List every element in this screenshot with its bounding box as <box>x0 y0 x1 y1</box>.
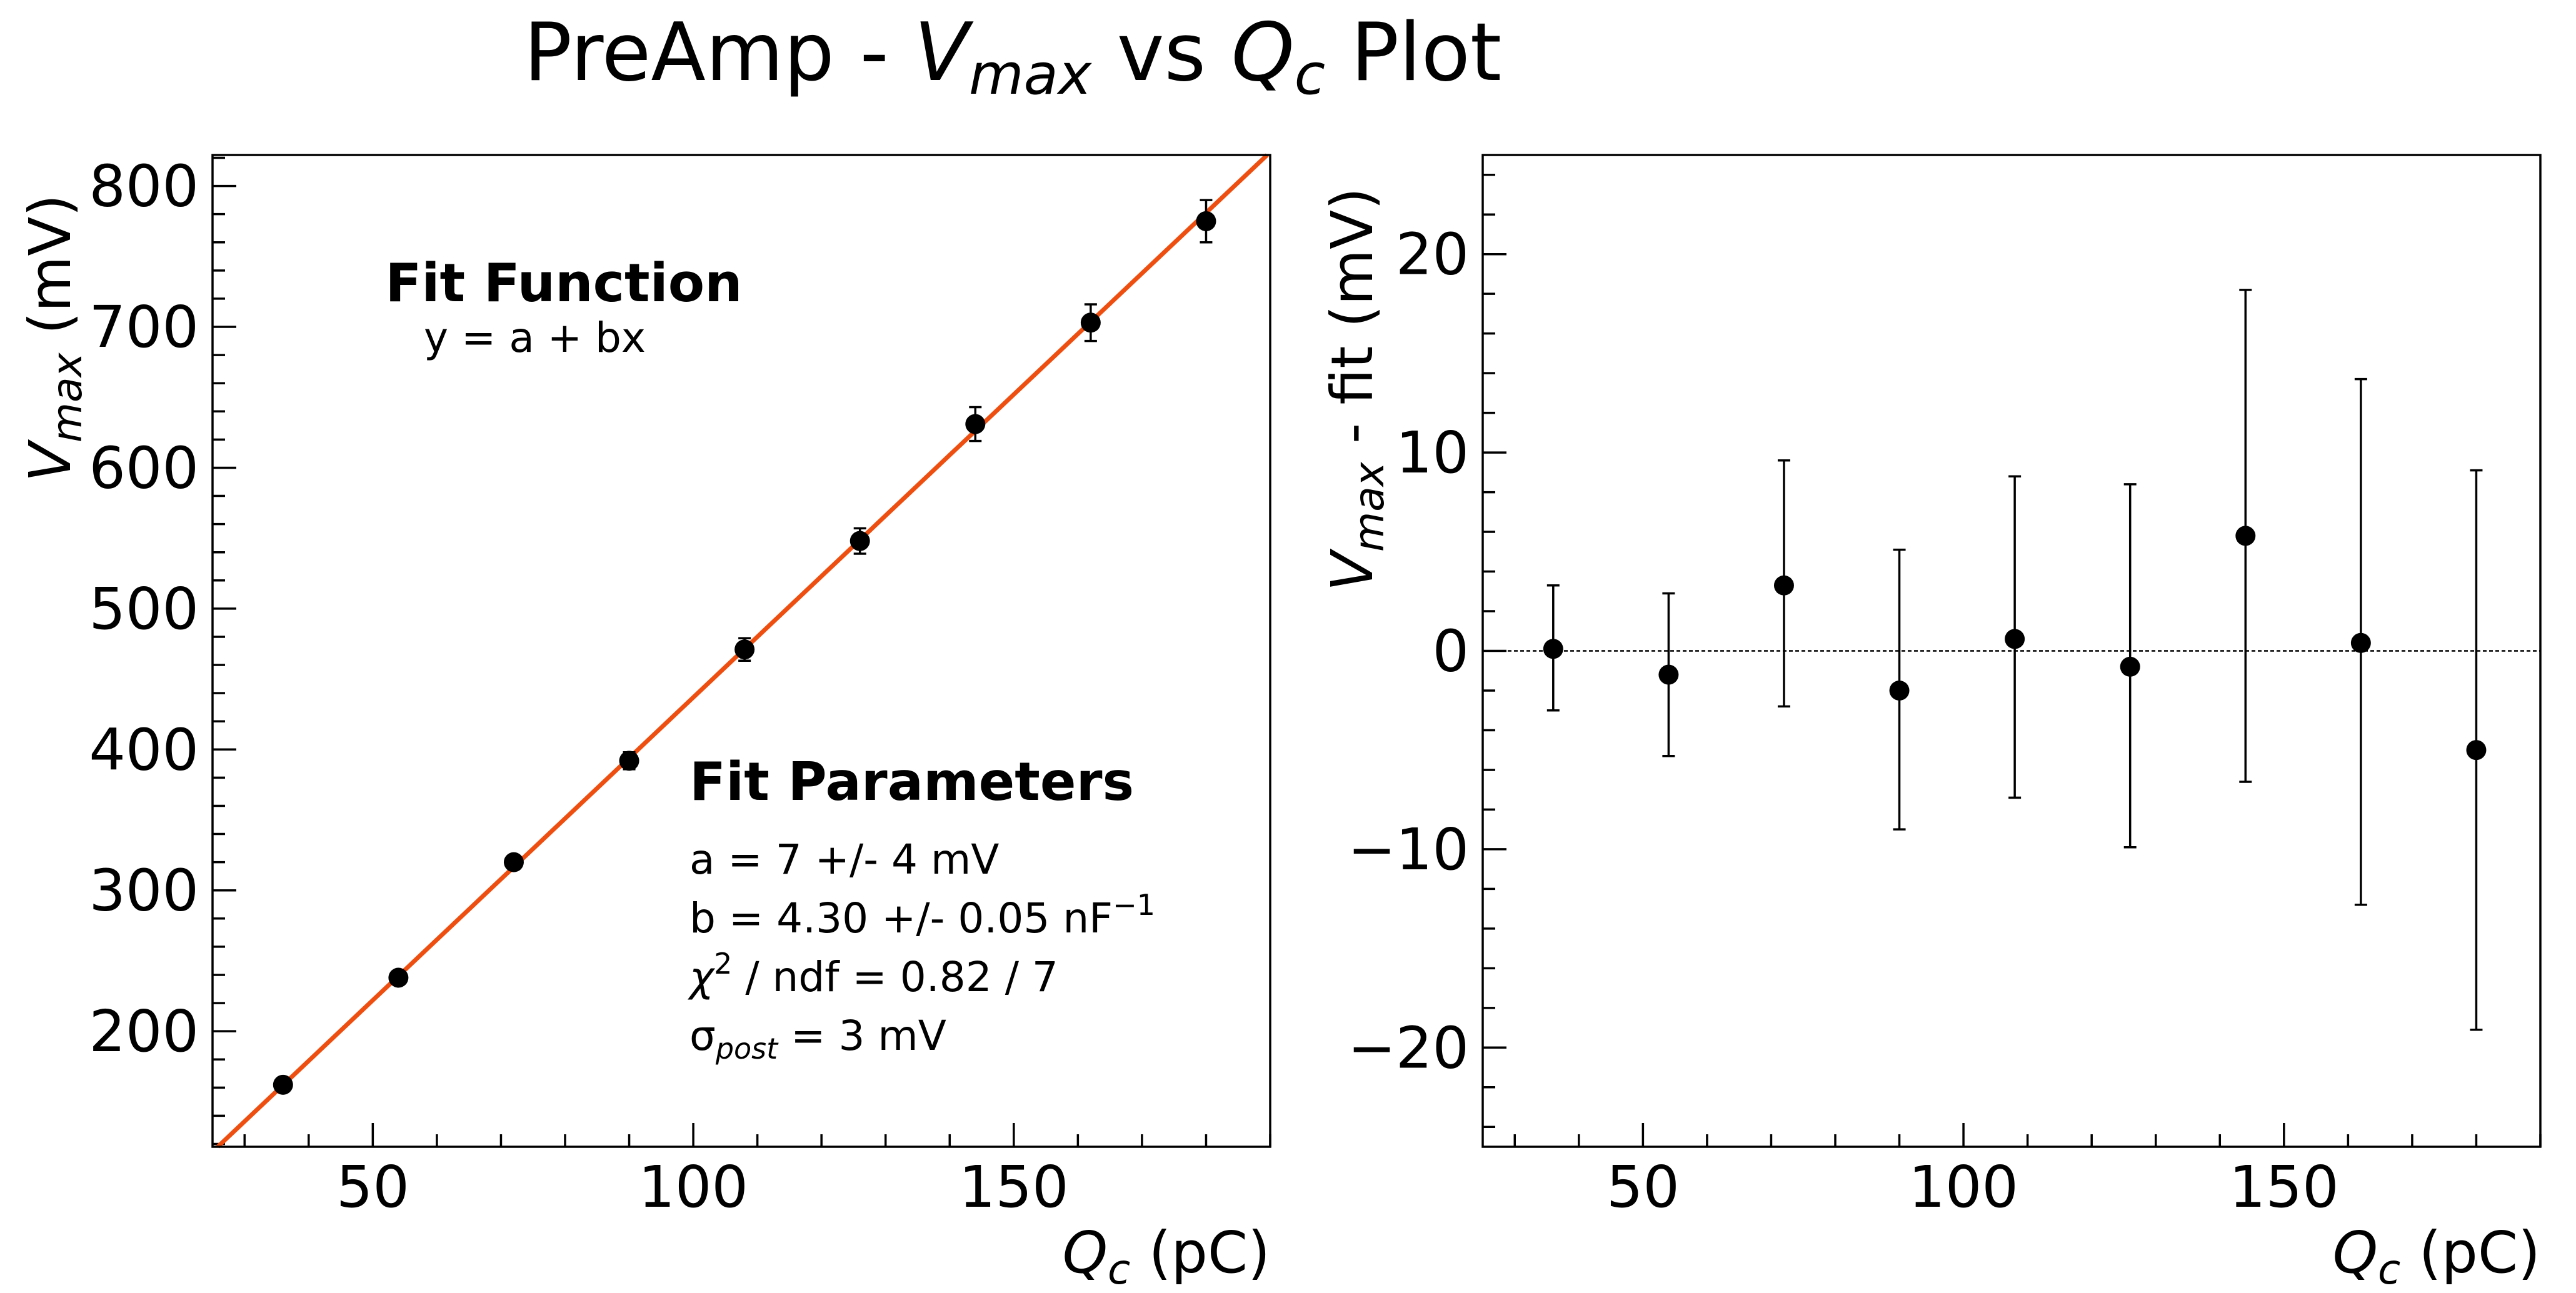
fit-data-point <box>734 637 755 662</box>
right-x-tick-label: 50 <box>1606 1154 1680 1221</box>
right-tick-labels: 50 100 150 −20 −10 0 10 20 <box>1348 221 2339 1221</box>
fit-function-title: Fit Function <box>385 252 742 314</box>
data-marker <box>1543 639 1563 659</box>
left-tick-labels: 50 100 150 200 300 400 500 600 700 800 <box>89 153 1068 1221</box>
left-y-tick-label: 700 <box>89 294 199 361</box>
residual-data-point <box>2005 475 2025 799</box>
left-y-tick-label: 500 <box>89 576 199 642</box>
right-xlabel: Qc (pC) <box>2333 1219 2540 1293</box>
data-marker <box>503 852 524 872</box>
right-x-tick-label: 150 <box>2229 1154 2339 1221</box>
data-marker <box>2005 629 2025 649</box>
data-marker <box>2466 740 2487 761</box>
data-marker <box>619 751 639 771</box>
right-ylabel: Vmax - fit (mV) <box>1319 187 1393 591</box>
data-marker <box>388 967 409 988</box>
fit-parameters-title: Fit Parameters <box>689 751 1134 813</box>
right-y-tick-label: 10 <box>1396 419 1469 486</box>
right-plot-frame <box>1481 154 2542 1148</box>
left-data-points <box>273 199 1216 1095</box>
fit-function-equation: y = a + bx <box>424 314 646 362</box>
data-marker <box>734 639 755 660</box>
fit-data-point <box>1196 199 1216 244</box>
data-marker <box>1196 211 1216 231</box>
residual-data-point <box>1773 459 1794 708</box>
data-marker <box>1773 575 1794 596</box>
data-marker <box>2120 656 2140 677</box>
right-x-tick-label: 100 <box>1908 1154 2018 1221</box>
residual-data-point <box>2120 483 2140 849</box>
figure-title: PreAmp - Vmax vs Qc Plot <box>524 6 1501 107</box>
fit-data-point <box>503 852 524 872</box>
fit-data-point <box>1080 303 1101 342</box>
residual-data-point <box>2350 377 2371 906</box>
left-x-tick-label: 150 <box>959 1154 1069 1221</box>
fit-param-a: a = 7 +/- 4 mV <box>689 836 999 884</box>
residual-data-point <box>1658 592 1679 757</box>
residual-data-points <box>1543 289 2487 1031</box>
right-y-tick-label: −20 <box>1348 1014 1469 1081</box>
left-x-tick-label: 50 <box>336 1154 409 1221</box>
fit-data-point <box>273 1074 293 1095</box>
left-y-tick-label: 400 <box>89 716 199 783</box>
fit-data-point <box>849 527 870 555</box>
data-marker <box>965 414 986 434</box>
residual-data-point <box>2466 469 2487 1031</box>
left-ylabel: Vmax (mV) <box>17 194 91 482</box>
data-marker <box>1889 680 1910 701</box>
right-axis-ticks <box>1483 173 2542 1147</box>
data-marker <box>1080 312 1101 333</box>
residual-plot-panel: 50 100 150 −20 −10 0 10 20 Vmax - fit (mV) Qc (… <box>1319 154 2542 1293</box>
left-plot-frame <box>211 154 1271 1148</box>
residual-data-point <box>1889 548 1910 831</box>
data-marker <box>1658 664 1679 685</box>
fit-data-point <box>619 751 639 771</box>
left-y-tick-label: 800 <box>89 153 199 220</box>
left-y-tick-label: 300 <box>89 857 199 924</box>
data-marker <box>273 1074 293 1095</box>
right-y-tick-label: 0 <box>1432 618 1469 685</box>
fit-sigma-post: σpost = 3 mV <box>689 1012 946 1066</box>
left-xlabel: Qc (pC) <box>1063 1219 1270 1293</box>
residual-data-point <box>2235 289 2256 783</box>
data-marker <box>2350 632 2371 653</box>
right-y-tick-label: 20 <box>1396 221 1469 288</box>
fit-param-b: b = 4.30 +/- 0.05 nF−1 <box>689 888 1155 942</box>
data-marker <box>849 531 870 551</box>
left-y-tick-label: 200 <box>89 998 199 1065</box>
fit-data-point <box>388 967 409 988</box>
left-axis-ticks <box>213 156 1271 1147</box>
residual-data-point <box>1543 584 1563 712</box>
right-y-tick-label: −10 <box>1348 816 1469 883</box>
fit-chi-square: χ2 / ndf = 0.82 / 7 <box>688 947 1058 1001</box>
left-x-tick-label: 100 <box>638 1154 748 1221</box>
data-marker <box>2235 526 2256 546</box>
left-y-tick-label: 600 <box>89 434 199 501</box>
fit-data-point <box>965 406 986 442</box>
